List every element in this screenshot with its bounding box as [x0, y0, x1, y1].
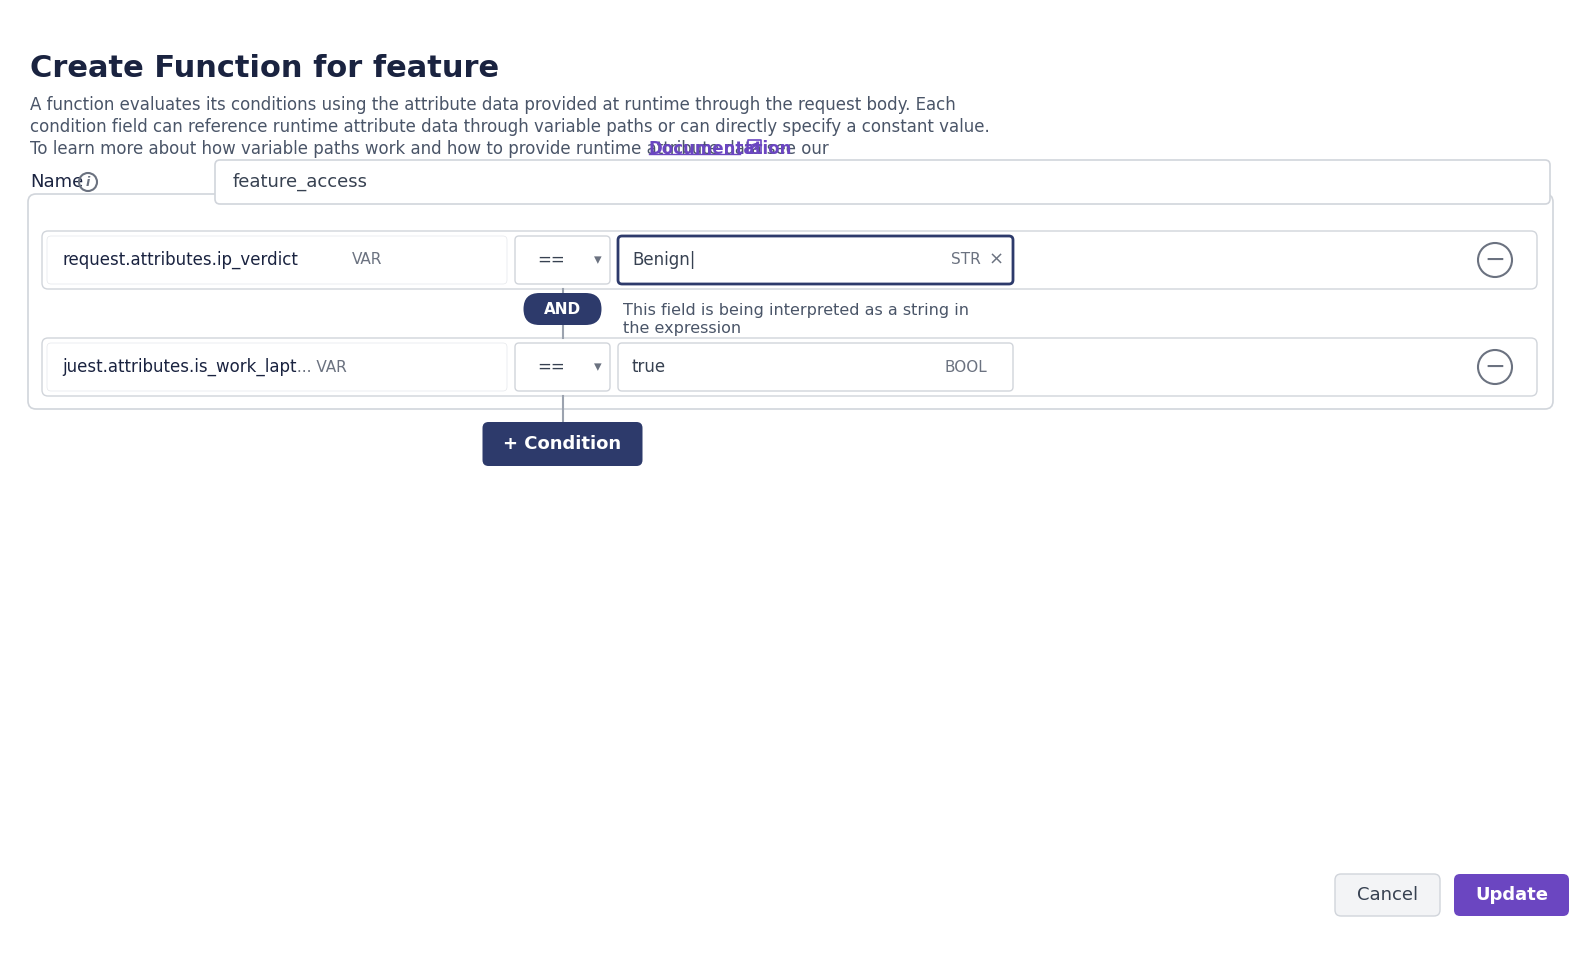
FancyBboxPatch shape: [619, 236, 1012, 284]
Text: feature_access: feature_access: [233, 173, 369, 191]
Text: i: i: [85, 175, 90, 189]
Text: Cancel: Cancel: [1357, 886, 1417, 904]
FancyBboxPatch shape: [516, 343, 611, 391]
Text: Benign|: Benign|: [631, 251, 696, 269]
Text: −: −: [1484, 248, 1506, 272]
Text: This field is being interpreted as a string in: This field is being interpreted as a str…: [623, 304, 970, 318]
FancyBboxPatch shape: [47, 343, 506, 391]
Text: Documentation: Documentation: [649, 140, 793, 158]
FancyBboxPatch shape: [619, 343, 1012, 391]
FancyBboxPatch shape: [483, 422, 642, 466]
FancyBboxPatch shape: [516, 236, 611, 284]
FancyBboxPatch shape: [47, 236, 506, 284]
Text: request.attributes.ip_verdict: request.attributes.ip_verdict: [62, 251, 297, 269]
FancyBboxPatch shape: [1454, 874, 1569, 916]
Text: Name: Name: [30, 173, 84, 191]
Text: A function evaluates its conditions using the attribute data provided at runtime: A function evaluates its conditions usin…: [30, 96, 956, 114]
Text: the expression: the expression: [623, 322, 740, 336]
FancyBboxPatch shape: [524, 293, 601, 325]
FancyBboxPatch shape: [1335, 874, 1440, 916]
Text: ▾: ▾: [593, 360, 601, 374]
Text: ×: ×: [989, 251, 1005, 269]
Text: ==: ==: [536, 358, 565, 376]
Text: AND: AND: [544, 302, 581, 316]
Text: VAR: VAR: [353, 253, 383, 267]
FancyBboxPatch shape: [215, 160, 1550, 204]
Text: true: true: [631, 358, 666, 376]
Text: ... VAR: ... VAR: [293, 360, 346, 374]
Text: juest.attributes.is_work_lapt: juest.attributes.is_work_lapt: [62, 358, 296, 376]
Text: ▾: ▾: [593, 253, 601, 267]
Text: To learn more about how variable paths work and how to provide runtime attribute: To learn more about how variable paths w…: [30, 140, 834, 158]
Text: STR: STR: [951, 253, 981, 267]
Text: Update: Update: [1474, 886, 1549, 904]
FancyBboxPatch shape: [28, 194, 1554, 409]
Text: Create Function for feature: Create Function for feature: [30, 54, 500, 83]
Text: BOOL: BOOL: [944, 360, 987, 374]
FancyBboxPatch shape: [43, 231, 1538, 289]
Text: ==: ==: [536, 251, 565, 269]
Text: −: −: [1484, 355, 1506, 379]
Text: condition field can reference runtime attribute data through variable paths or c: condition field can reference runtime at…: [30, 118, 990, 136]
Text: + Condition: + Condition: [503, 435, 622, 453]
FancyBboxPatch shape: [43, 338, 1538, 396]
